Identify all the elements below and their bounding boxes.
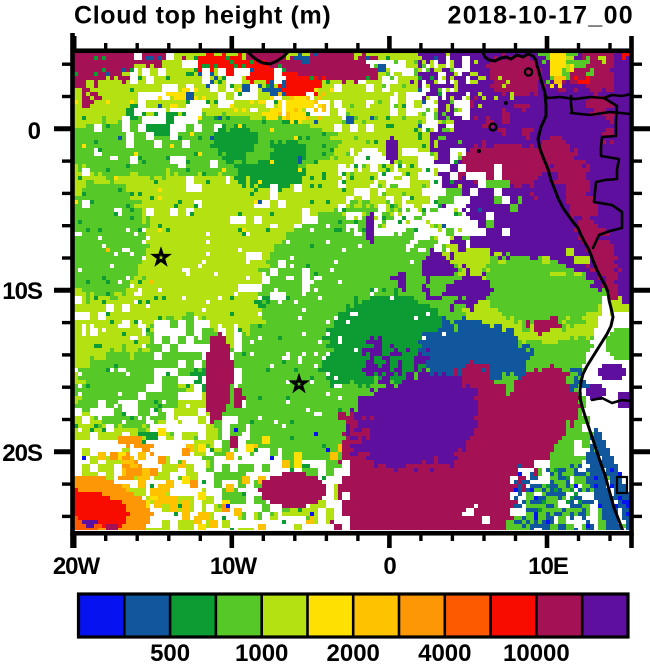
svg-text:2018-10-17_00: 2018-10-17_00 — [448, 2, 635, 30]
svg-text:2000: 2000 — [327, 640, 380, 667]
svg-text:10W: 10W — [210, 553, 258, 580]
svg-text:500: 500 — [150, 640, 190, 667]
svg-text:0: 0 — [28, 118, 41, 145]
svg-text:10S: 10S — [2, 278, 43, 305]
svg-text:10000: 10000 — [503, 640, 570, 667]
svg-text:1000: 1000 — [235, 640, 288, 667]
svg-text:0: 0 — [383, 553, 396, 580]
svg-text:10E: 10E — [528, 553, 569, 580]
svg-text:Cloud top height (m): Cloud top height (m) — [74, 2, 331, 30]
svg-text:20S: 20S — [2, 440, 43, 467]
svg-text:4000: 4000 — [418, 640, 471, 667]
svg-text:20W: 20W — [53, 553, 101, 580]
